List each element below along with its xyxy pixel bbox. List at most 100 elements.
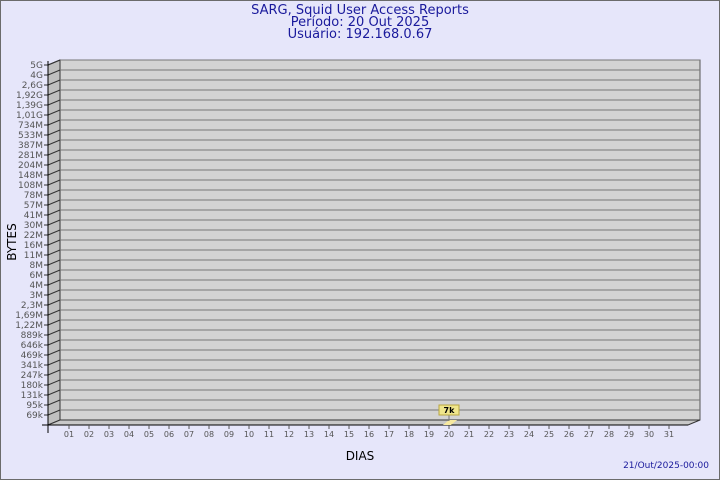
grid-line-side <box>47 99 61 106</box>
x-tick-label: 26 <box>564 430 574 439</box>
y-tick-label: 8M <box>30 261 44 271</box>
x-tick-label: 27 <box>584 430 594 439</box>
y-tick-label: 3M <box>30 291 44 301</box>
x-tick-label: 29 <box>624 430 634 439</box>
x-tick-label: 30 <box>644 430 654 439</box>
y-tick-label: 1,69M <box>15 311 43 321</box>
grid-line-side <box>47 389 61 396</box>
y-axis-title: BYTES <box>5 223 19 260</box>
y-tick-label: 2,6G <box>22 81 43 91</box>
y-tick-label: 108M <box>18 181 43 191</box>
grid-line-side <box>47 139 61 146</box>
grid-line-side <box>47 299 61 306</box>
grid-line-side <box>47 269 61 276</box>
x-tick-label: 31 <box>664 430 674 439</box>
chart-title: SARG, Squid User Access Reports <box>251 3 469 18</box>
bar-day-20 <box>443 420 457 425</box>
y-tick-label: 57M <box>24 201 43 211</box>
grid-line-side <box>47 359 61 366</box>
x-tick-label: 24 <box>524 430 534 439</box>
x-tick-label: 22 <box>484 430 494 439</box>
x-tick-label: 28 <box>604 430 614 439</box>
grid-line-side <box>47 169 61 176</box>
grid-line-side <box>47 59 61 66</box>
y-tick-label: 1,92G <box>16 91 43 101</box>
y-tick-label: 131k <box>21 391 44 401</box>
y-tick-label: 4G <box>30 71 43 81</box>
x-tick-label: 20 <box>444 430 454 439</box>
y-tick-label: 533M <box>18 131 43 141</box>
x-tick-label: 21 <box>464 430 474 439</box>
x-tick-label: 15 <box>344 430 354 439</box>
y-tick-label: 469k <box>21 351 44 361</box>
x-tick-label: 09 <box>224 430 234 439</box>
grid-line-side <box>47 339 61 346</box>
y-tick-label: 1,01G <box>16 111 43 121</box>
grid-line-side <box>47 349 61 356</box>
y-tick-label: 889k <box>21 331 44 341</box>
grid-line-side <box>47 119 61 126</box>
grid-line-side <box>47 79 61 86</box>
y-tick-label: 11M <box>24 251 43 261</box>
y-tick-label: 341k <box>21 361 44 371</box>
grid-line-side <box>47 379 61 386</box>
x-axis-title: DIAS <box>346 449 375 463</box>
x-tick-label: 01 <box>64 430 74 439</box>
grid-line-side <box>47 369 61 376</box>
grid-line-side <box>47 109 61 116</box>
grid-line-side <box>47 239 61 246</box>
y-tick-label: 5G <box>30 61 43 71</box>
grid-line-side <box>47 399 61 406</box>
grid-line-side <box>47 259 61 266</box>
footer-timestamp: 21/Out/2025-00:00 <box>623 461 709 471</box>
grid-line-side <box>47 129 61 136</box>
grid-line-side <box>47 279 61 286</box>
x-tick-label: 23 <box>504 430 514 439</box>
grid-line-side <box>47 289 61 296</box>
floor <box>47 419 701 426</box>
grid-line-side <box>47 159 61 166</box>
y-tick-label: 734M <box>18 121 43 131</box>
y-tick-label: 4M <box>30 281 44 291</box>
x-tick-label: 11 <box>264 430 274 439</box>
x-tick-label: 13 <box>304 430 314 439</box>
x-tick-label: 17 <box>384 430 394 439</box>
grid-line-side <box>47 319 61 326</box>
y-tick-label: 180k <box>21 381 44 391</box>
x-tick-label: 18 <box>404 430 414 439</box>
grid-line-side <box>47 249 61 256</box>
x-tick-label: 07 <box>184 430 194 439</box>
bar-label: 7k <box>444 406 456 415</box>
x-tick-label: 03 <box>104 430 114 439</box>
grid-line-side <box>47 219 61 226</box>
grid-line-side <box>47 409 61 416</box>
x-tick-label: 12 <box>284 430 294 439</box>
grid-line-side <box>47 209 61 216</box>
y-tick-label: 95k <box>26 401 43 411</box>
y-tick-label: 1,39G <box>16 101 43 111</box>
x-tick-label: 14 <box>324 430 334 439</box>
grid-line-side <box>47 149 61 156</box>
y-tick-label: 281M <box>18 151 43 161</box>
x-tick-label: 02 <box>84 430 94 439</box>
y-tick-label: 16M <box>24 241 43 251</box>
grid-line-side <box>47 179 61 186</box>
y-tick-label: 30M <box>24 221 43 231</box>
x-tick-label: 06 <box>164 430 174 439</box>
y-tick-label: 41M <box>24 211 43 221</box>
x-tick-label: 10 <box>244 430 254 439</box>
y-tick-label: 387M <box>18 141 43 151</box>
x-tick-label: 04 <box>124 430 134 439</box>
grid-line-side <box>47 89 61 96</box>
x-tick-label: 19 <box>424 430 434 439</box>
y-tick-label: 6M <box>30 271 44 281</box>
y-tick-label: 78M <box>24 191 43 201</box>
chart-period: Período: 20 Out 2025 <box>290 15 430 30</box>
x-tick-label: 05 <box>144 430 154 439</box>
chart-user: Usuário: 192.168.0.67 <box>287 27 433 42</box>
y-tick-label: 1,22M <box>15 321 43 331</box>
grid-line-side <box>47 229 61 236</box>
grid-line-side <box>47 199 61 206</box>
grid-line-side <box>47 189 61 196</box>
y-tick-label: 2,3M <box>21 301 43 311</box>
